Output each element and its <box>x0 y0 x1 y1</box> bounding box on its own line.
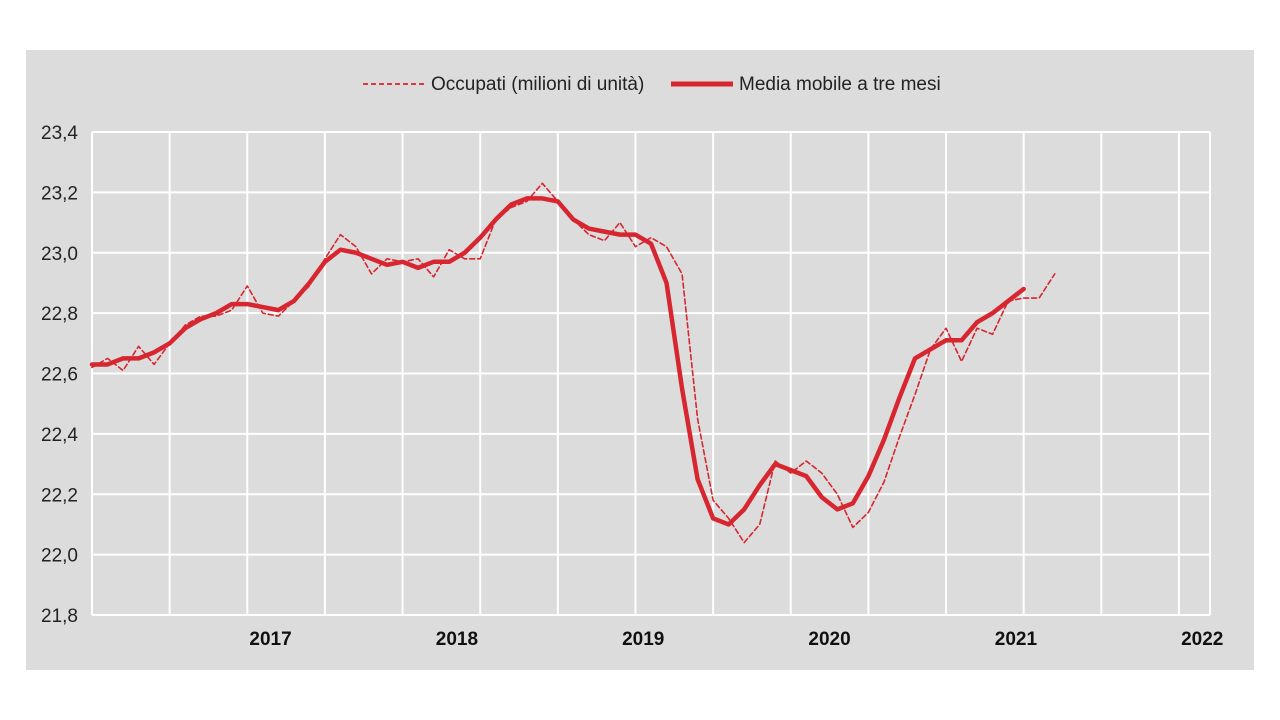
series-line-media-mobile <box>89 196 1026 527</box>
y-tick-label: 23,0 <box>41 244 78 265</box>
y-tick-label: 22,0 <box>41 546 78 567</box>
y-tick-label: 23,4 <box>41 123 78 144</box>
x-year-label: 2017 <box>249 629 291 650</box>
x-year-label: 2018 <box>436 629 478 650</box>
axis-labels: 21,8 22,0 22,2 22,4 22,6 22,8 23,0 23,2 23,4 2017… <box>41 123 1223 650</box>
y-tick-label: 22,8 <box>41 304 78 325</box>
x-year-label: 2021 <box>995 629 1038 650</box>
y-tick-label: 22,6 <box>41 365 78 386</box>
series-lines <box>89 182 1056 544</box>
y-tick-label: 21,8 <box>41 606 78 627</box>
legend: Occupati (milioni di unità) Media mobile… <box>363 74 941 95</box>
x-year-label: 2020 <box>808 629 850 650</box>
legend-label-occupati: Occupati (milioni di unità) <box>431 74 644 95</box>
grid-lines <box>91 131 1211 616</box>
y-tick-label: 23,2 <box>41 183 78 204</box>
y-tick-label: 22,4 <box>41 425 78 446</box>
chart-panel: 21,8 22,0 22,2 22,4 22,6 22,8 23,0 23,2 23,4 2017… <box>26 50 1254 670</box>
y-tick-label: 22,2 <box>41 485 78 506</box>
x-year-label: 2019 <box>622 629 664 650</box>
legend-label-media-mobile: Media mobile a tre mesi <box>739 74 941 95</box>
x-year-label: 2022 <box>1181 629 1223 650</box>
series-line-occupati <box>91 182 1056 544</box>
employment-chart: 21,8 22,0 22,2 22,4 22,6 22,8 23,0 23,2 23,4 2017… <box>41 74 1223 650</box>
